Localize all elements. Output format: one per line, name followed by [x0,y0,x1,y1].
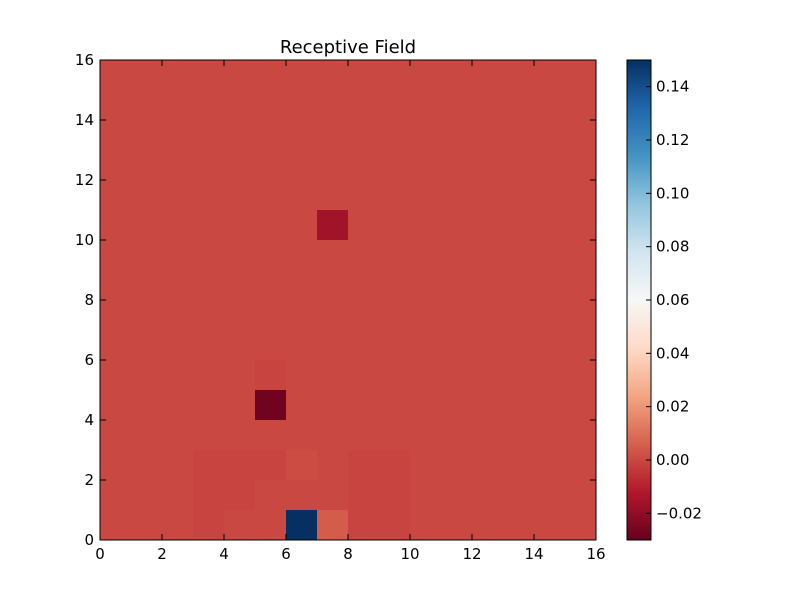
heatmap-cell [286,510,317,540]
heatmap-cells [193,210,410,540]
colorbar-tick-label: 0.14 [656,78,689,96]
y-tick-label: 14 [75,111,94,129]
y-tick-label: 6 [84,351,94,369]
y-tick-label: 8 [84,291,94,309]
y-tick-label: 4 [84,411,94,429]
heatmap-cell [193,450,224,480]
x-tick-label: 2 [157,545,167,563]
heatmap-cell [379,480,410,510]
x-tick-label: 16 [586,545,605,563]
colorbar-tick-label: 0.08 [656,238,689,256]
x-tick-label: 4 [219,545,229,563]
y-tick-label: 16 [75,51,94,69]
heatmap-cell [255,360,286,390]
x-tick-label: 0 [95,545,105,563]
x-tick-label: 6 [281,545,291,563]
y-axis-ticks: 0 2 4 6 8 10 12 14 16 [75,51,596,549]
heatmap-cell [224,480,255,510]
heatmap-cell [255,450,286,480]
x-axis-ticks: 0 2 4 6 8 10 12 14 16 [95,60,606,563]
heatmap-cell [286,450,317,480]
colorbar-ticks: −0.02 0.00 0.02 0.04 0.06 0.08 0.10 0.12 0.14 [646,78,702,522]
heatmap-cell [379,450,410,480]
chart-title: Receptive Field [280,37,416,58]
heatmap-cell [317,510,348,540]
heatmap-cell [348,480,379,510]
y-tick-label: 2 [84,471,94,489]
y-tick-label: 10 [75,231,94,249]
heatmap-cell [348,510,379,540]
x-tick-label: 12 [462,545,481,563]
heatmap-cell [317,210,348,240]
colorbar-tick-label: 0.10 [656,184,689,202]
colorbar-tick-label: 0.12 [656,131,689,149]
colorbar-tick-label: 0.00 [656,451,689,469]
heatmap-cell [193,510,224,540]
heatmap-cell [193,480,224,510]
x-tick-label: 8 [343,545,353,563]
x-tick-label: 14 [524,545,543,563]
colorbar-tick-label: 0.04 [656,344,689,362]
x-tick-label: 10 [400,545,419,563]
colorbar-tick-label: −0.02 [656,504,702,522]
y-tick-label: 12 [75,171,94,189]
colorbar-tick-label: 0.06 [656,291,689,309]
heatmap-cell [255,390,286,420]
y-tick-label: 0 [84,531,94,549]
heatmap-cell [224,450,255,480]
heatmap-cell [348,450,379,480]
heatmap-cell [379,510,410,540]
colorbar-tick-label: 0.02 [656,398,689,416]
